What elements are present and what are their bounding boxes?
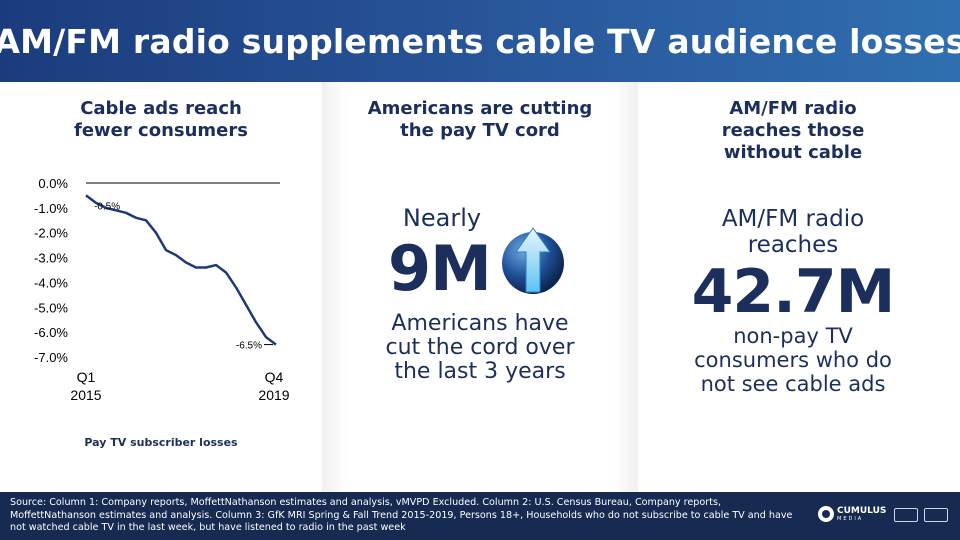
column-radio-reach: AM/FM radio reaches those without cable …	[638, 82, 960, 492]
x-tick-label-start: Q1	[77, 369, 96, 385]
column1-title: Cable ads reach fewer consumers	[74, 98, 248, 141]
x-tick-label-end: 2019	[258, 387, 289, 403]
x-tick-label-start: 2015	[70, 387, 101, 403]
partner-logo-icon	[894, 508, 918, 522]
series-line	[85, 194, 277, 346]
page-title: AM/FM radio supplements cable TV audienc…	[0, 21, 960, 61]
data-label: -0.5%	[94, 201, 120, 212]
cord-cutter-description: Americans have cut the cord over the las…	[385, 311, 575, 384]
chart-caption: Pay TV subscriber losses	[84, 436, 238, 449]
header-bar: AM/FM radio supplements cable TV audienc…	[0, 0, 960, 82]
radio-reach-lead: AM/FM radio reaches	[721, 206, 865, 258]
column3-title: AM/FM radio reaches those without cable	[721, 98, 865, 163]
column-cord-cutting: Americans are cutting the pay TV cord Ne…	[322, 82, 638, 492]
data-label: -6.5%	[236, 341, 262, 352]
y-tick-label: -5.0%	[34, 300, 68, 315]
y-tick-label: -3.0%	[34, 251, 68, 266]
source-note: Source: Column 1: Company reports, Moffe…	[10, 497, 793, 533]
y-tick-label: -2.0%	[34, 226, 68, 241]
logo-sub: MEDIA	[837, 515, 864, 522]
subscriber-loss-chart: 0.0% -1.0% -2.0% -3.0% -4.0% -5.0% -6.0% -7.0% -…	[34, 176, 290, 403]
up-arrow-icon	[502, 227, 564, 294]
y-tick-label: -4.0%	[34, 275, 68, 290]
y-tick-label: -1.0%	[34, 201, 68, 216]
y-tick-label: -7.0%	[34, 350, 68, 365]
column2-title: Americans are cutting the pay TV cord	[367, 98, 593, 141]
cord-cutter-count: 9M	[388, 232, 492, 305]
cumulus-logo: CUMULUS MEDIA	[818, 506, 886, 522]
y-tick-label: -6.0%	[34, 325, 68, 340]
cumulus-logo-icon	[818, 506, 834, 522]
radio-reach-count: 42.7M	[691, 257, 896, 327]
footer-bar: Source: Column 1: Company reports, Moffe…	[0, 492, 960, 540]
x-tick-label-end: Q4	[265, 369, 284, 385]
logo-name: CUMULUS	[837, 505, 887, 516]
nearly-label: Nearly	[402, 204, 482, 232]
y-tick-label: 0.0%	[38, 176, 68, 191]
partner-logo-2-icon	[924, 508, 948, 522]
column-cable-ads: Cable ads reach fewer consumers 0.0% -1.0…	[0, 82, 322, 492]
radio-reach-description: non-pay TV consumers who do not see cabl…	[694, 324, 892, 396]
